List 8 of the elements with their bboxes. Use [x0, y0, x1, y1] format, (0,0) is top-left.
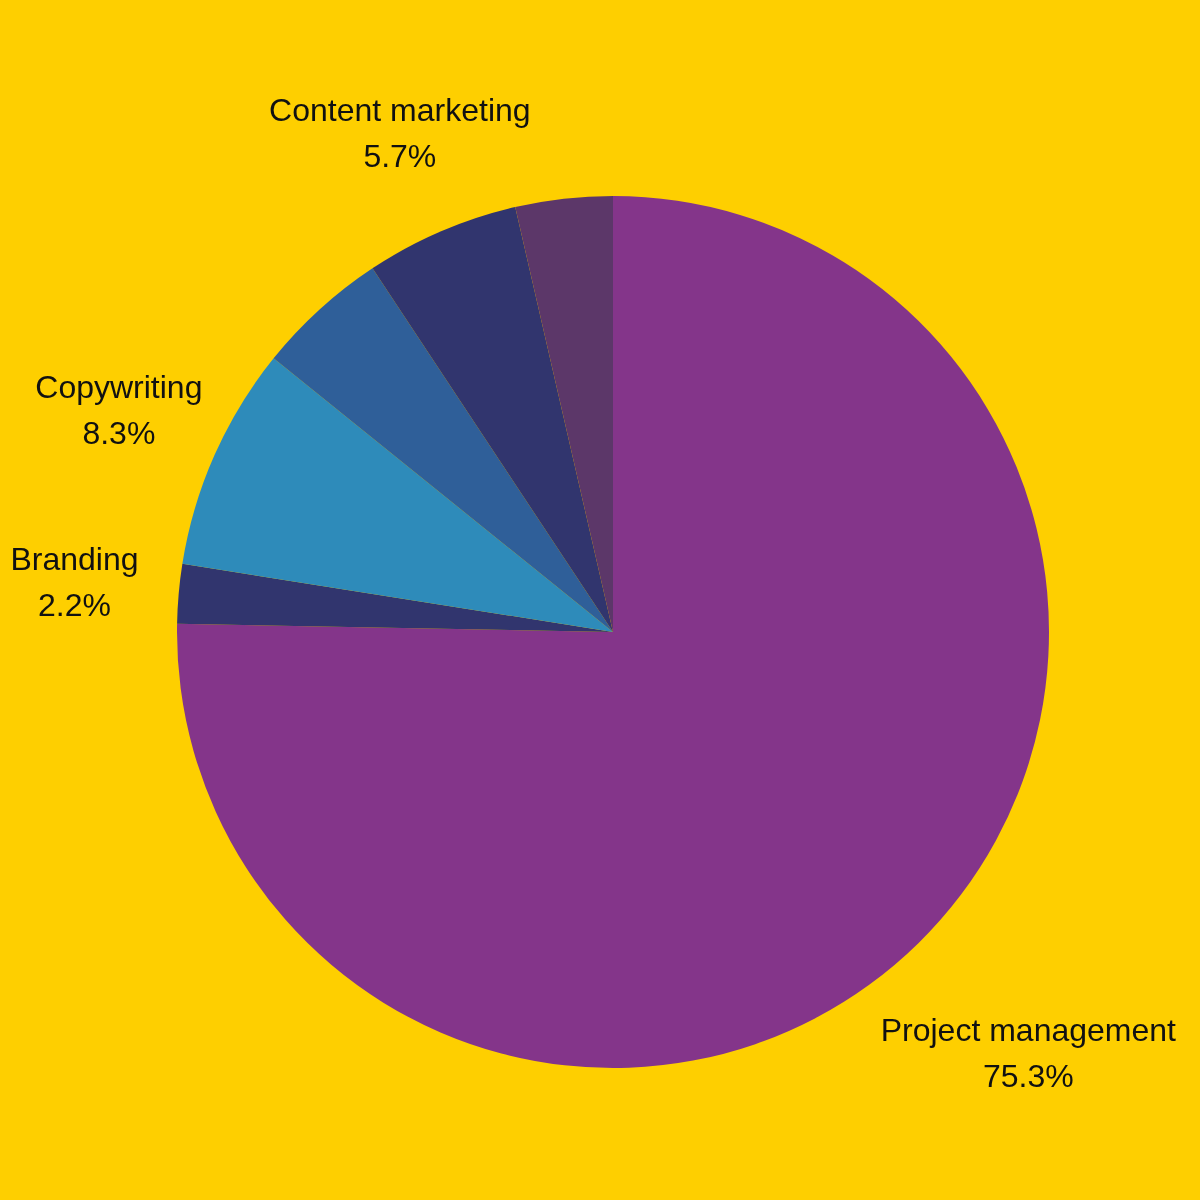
- slice-label: Content marketing: [269, 91, 531, 128]
- data-label: 75.3%: [982, 1058, 1074, 1095]
- slice-label: Project management: [880, 1012, 1177, 1049]
- slice-label: Copywriting: [35, 369, 203, 406]
- data-label: 5.7%: [363, 137, 437, 174]
- slice-label: Branding: [10, 541, 139, 578]
- data-label: 8.3%: [82, 415, 156, 452]
- data-label: 2.2%: [37, 587, 111, 624]
